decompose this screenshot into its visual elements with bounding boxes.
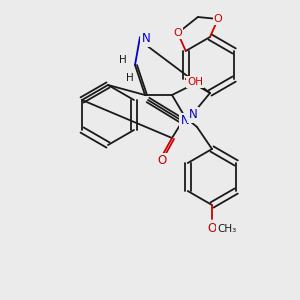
Text: OH: OH xyxy=(187,77,203,87)
Text: O: O xyxy=(214,14,222,24)
Text: N: N xyxy=(142,32,150,46)
Text: O: O xyxy=(173,28,182,38)
Text: O: O xyxy=(158,154,166,167)
Text: H: H xyxy=(119,55,127,65)
Text: O: O xyxy=(207,223,217,236)
Text: N: N xyxy=(189,109,197,122)
Text: H: H xyxy=(126,73,134,83)
Text: N: N xyxy=(181,115,189,128)
Text: CH₃: CH₃ xyxy=(218,224,237,234)
